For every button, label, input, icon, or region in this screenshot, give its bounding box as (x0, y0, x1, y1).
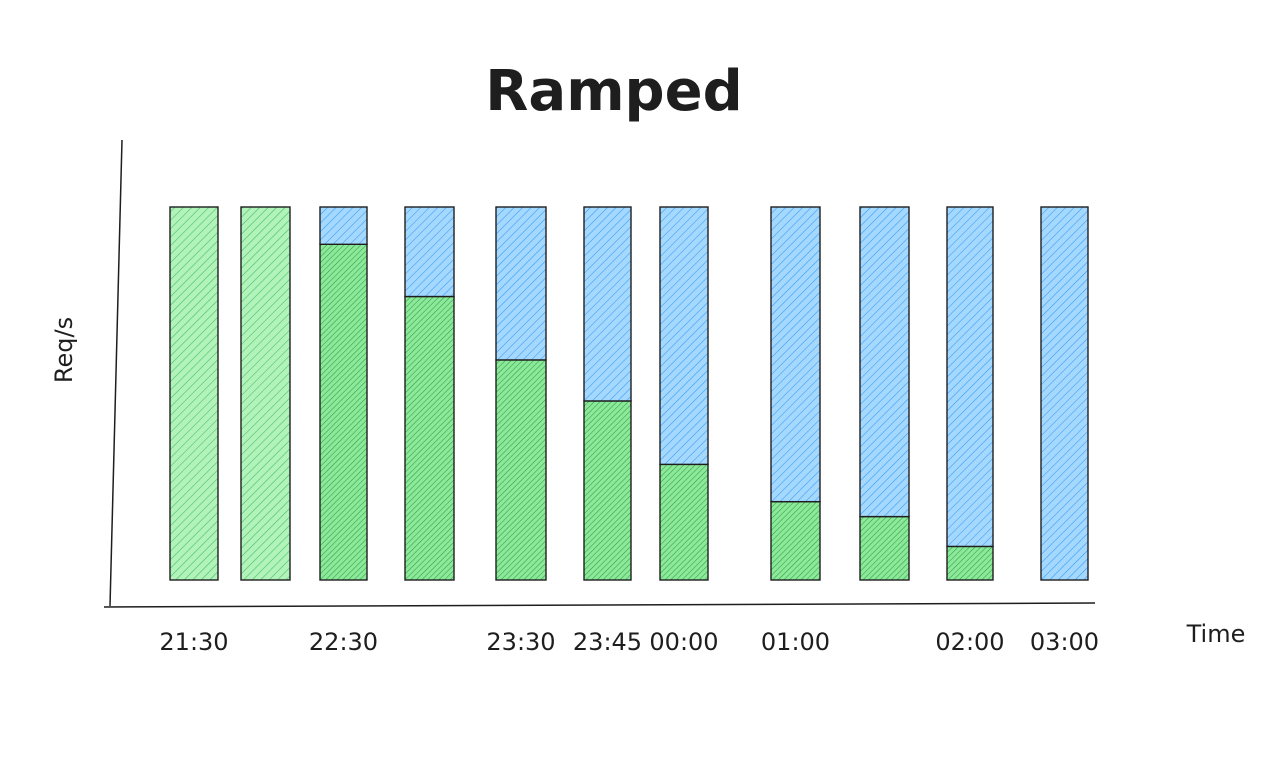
bar-green-3 (319, 243, 368, 581)
y-axis-line (109, 139, 123, 607)
x-axis-label: Time (1186, 620, 1246, 648)
bar-blue-3 (319, 206, 368, 245)
bar-green-1 (169, 206, 219, 581)
bar-blue-7 (659, 206, 709, 466)
x-tick-label: 23:30 (486, 628, 555, 656)
x-tick-label: 21:30 (159, 628, 228, 656)
bar-green-4 (404, 295, 455, 581)
bar-blue-9 (859, 206, 910, 518)
bar-blue-8 (770, 206, 821, 503)
bars-group (169, 206, 1089, 581)
bar-green-8 (770, 500, 821, 581)
bar-green-10 (946, 545, 994, 581)
bar-blue-6 (583, 206, 632, 402)
bar-blue-4 (404, 206, 455, 298)
bar-blue-10 (946, 206, 994, 548)
x-tick-label: 01:00 (761, 628, 830, 656)
x-tick-label: 23:45 (573, 628, 642, 656)
bar-green-2 (240, 206, 291, 581)
chart-title: Ramped (485, 59, 742, 124)
x-tick-label: 00:00 (649, 628, 718, 656)
tick-labels-group: 21:30 22:30 23:30 23:45 00:00 01:00 02:00 03:00 (159, 628, 1099, 656)
bar-blue-11 (1040, 206, 1089, 581)
bar-blue-5 (495, 206, 547, 361)
x-axis-line (103, 602, 1096, 608)
x-tick-label: 03:00 (1030, 628, 1099, 656)
y-axis-label: Req/s (50, 317, 78, 383)
bar-green-9 (859, 515, 910, 581)
bar-green-6 (583, 400, 632, 581)
bar-green-7 (659, 463, 709, 581)
bar-green-5 (495, 359, 547, 581)
x-tick-label: 02:00 (935, 628, 1004, 656)
x-tick-label: 22:30 (309, 628, 378, 656)
